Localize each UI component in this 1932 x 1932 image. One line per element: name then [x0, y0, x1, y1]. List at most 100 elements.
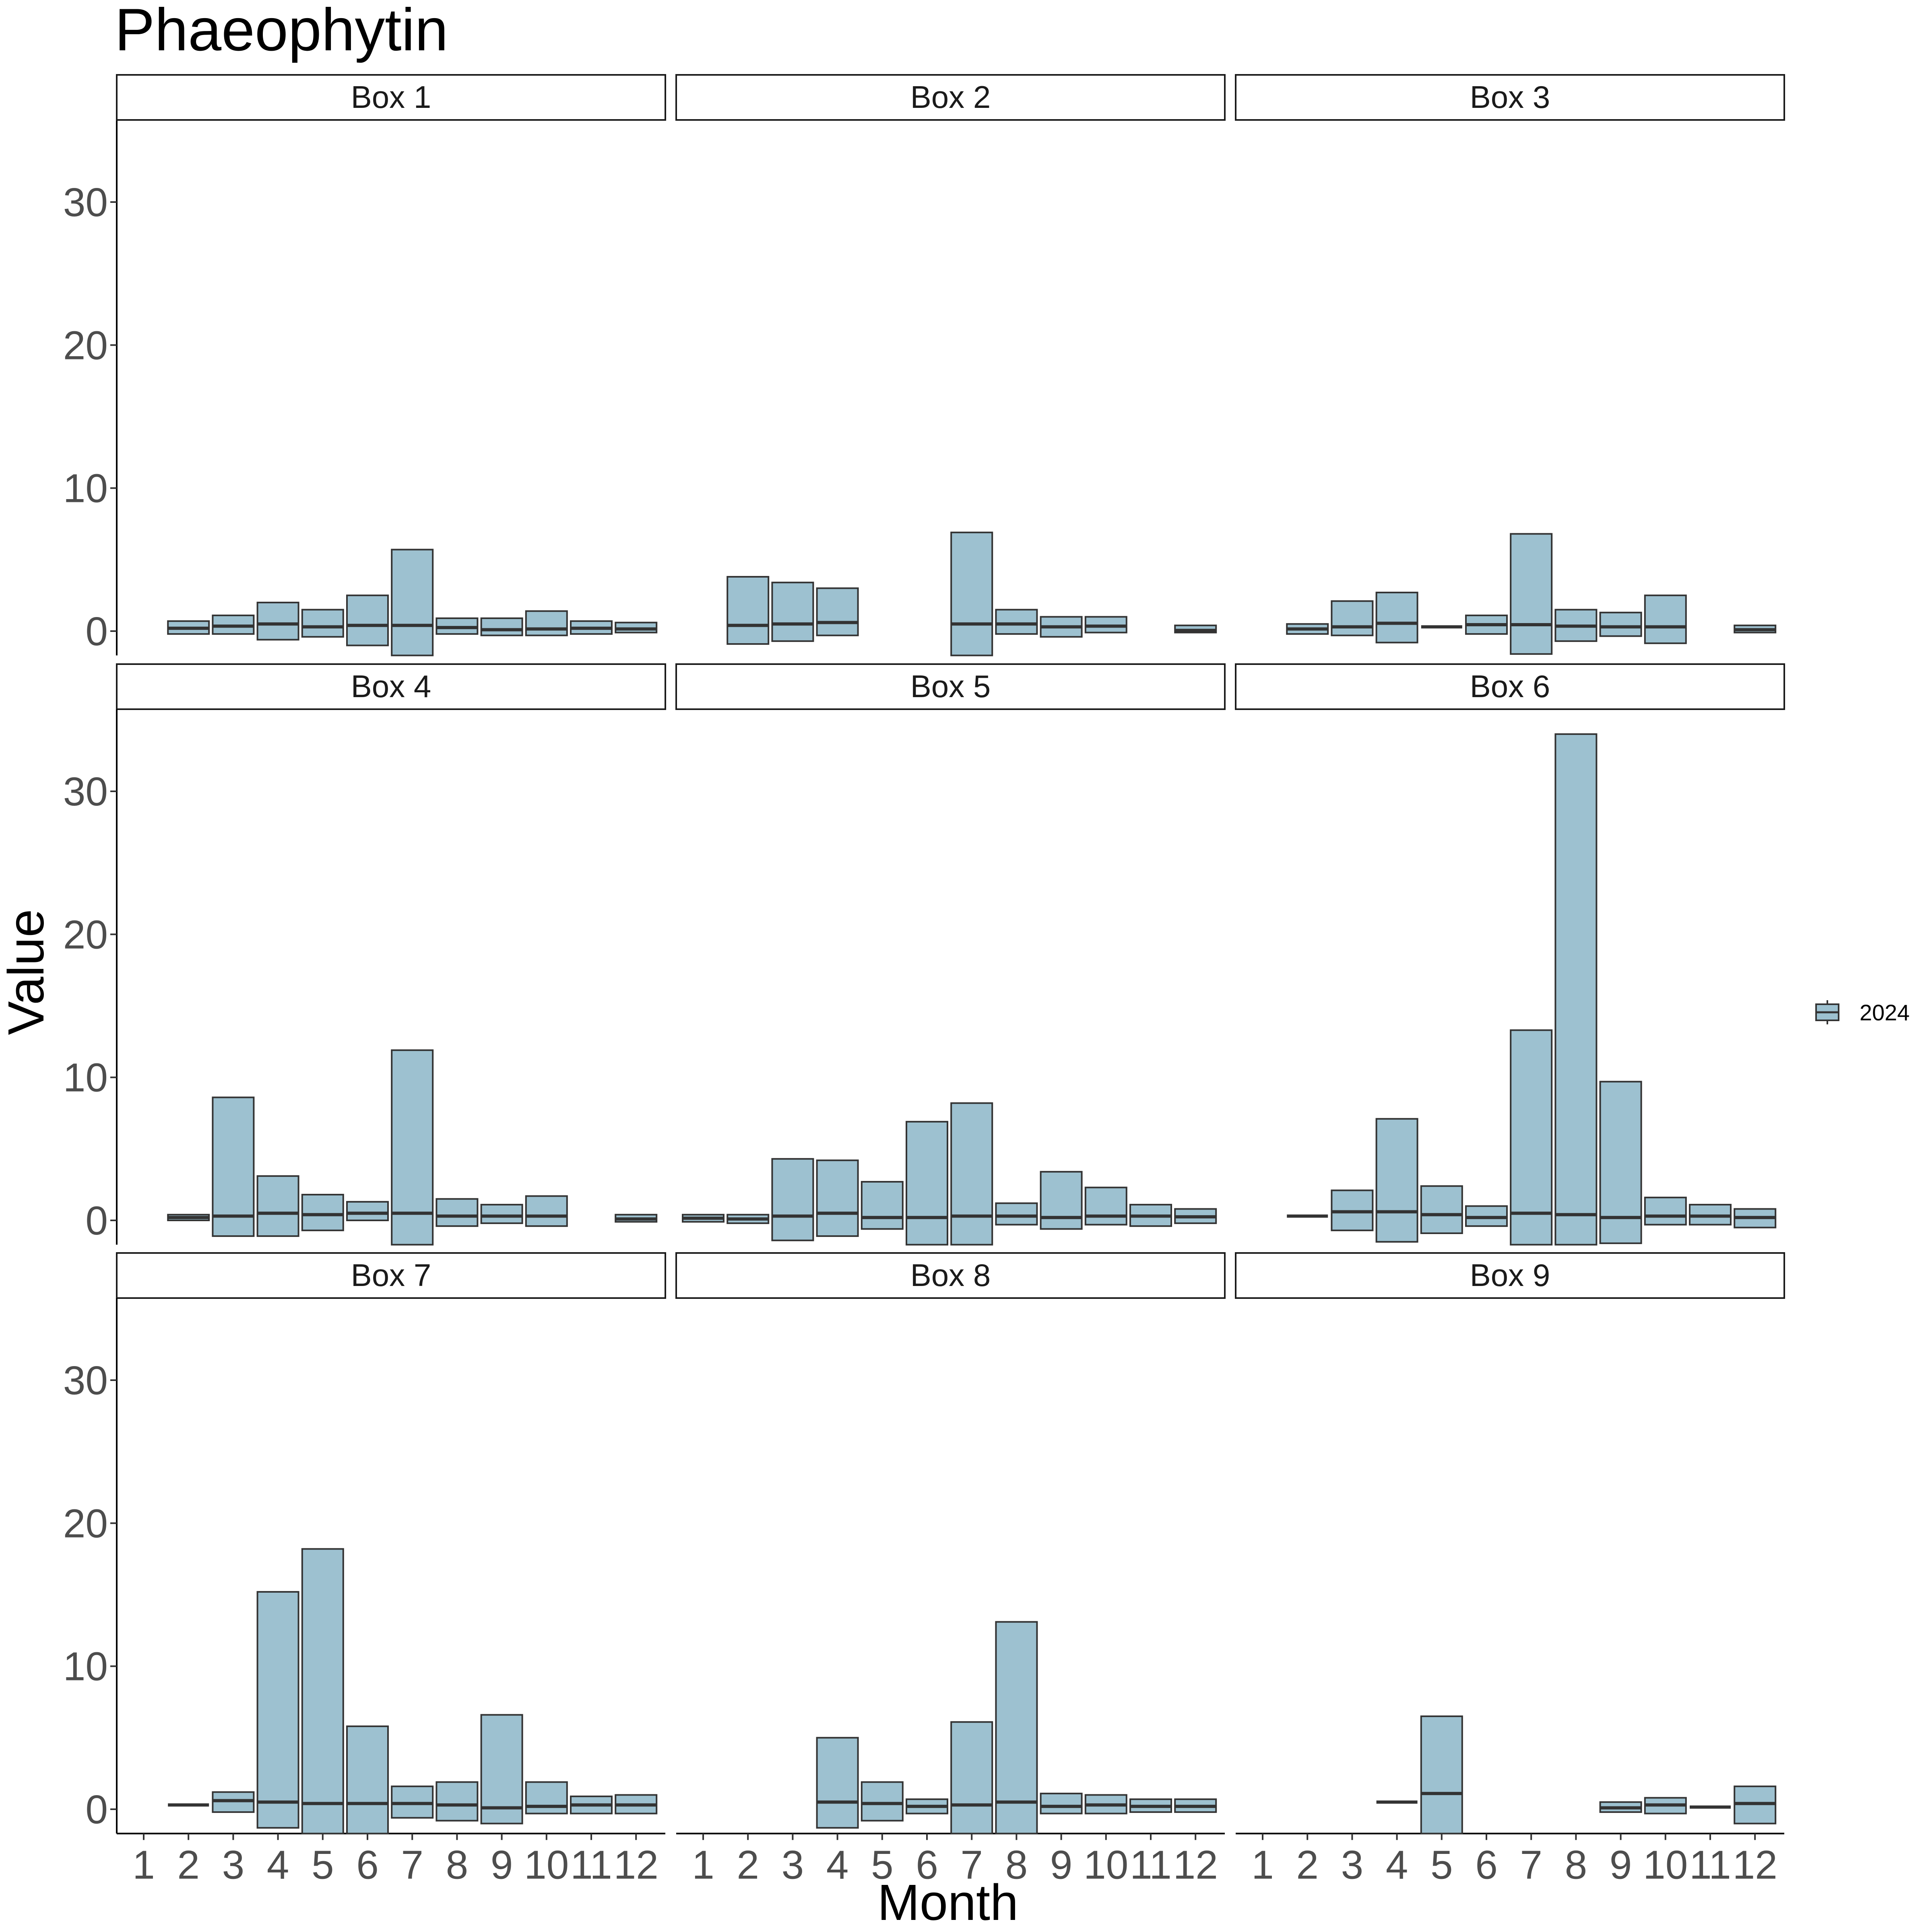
x-tick-label: 5 [871, 1842, 894, 1887]
box-month-8 [1554, 733, 1598, 1246]
y-axis-title: Value [0, 909, 54, 1035]
panel-strip [1235, 74, 1785, 121]
box-month-8 [436, 1198, 479, 1227]
box-month-5 [1420, 1185, 1463, 1234]
box-month-10 [1644, 1197, 1687, 1226]
panel-strip-label: Box 5 [910, 669, 991, 704]
box-month-10 [525, 1195, 568, 1227]
box-month-9 [480, 1203, 523, 1224]
y-tick-label: 30 [63, 1358, 108, 1403]
x-tick-label: 9 [1050, 1842, 1073, 1887]
box-month-6 [346, 1725, 389, 1835]
x-tick-label: 11 [570, 1842, 612, 1887]
x-axis-title: Month [877, 1874, 1018, 1931]
box-month-8 [436, 1781, 479, 1822]
box-month-5 [861, 1781, 904, 1822]
box-month-9 [480, 1714, 523, 1825]
x-tick-label: 2 [177, 1842, 200, 1887]
panel-6: Box 6 [1235, 663, 1785, 1246]
box-month-5 [1420, 1715, 1463, 1835]
x-tick-label: 7 [960, 1842, 983, 1887]
x-tick-label: 8 [1565, 1842, 1587, 1887]
x-tick-label: 1 [1251, 1842, 1274, 1887]
box-month-4 [256, 601, 299, 641]
x-tick-label: 2 [737, 1842, 759, 1887]
box-month-7 [1510, 1029, 1553, 1246]
box-month-4 [816, 587, 859, 636]
x-tick-label: 11 [1130, 1842, 1172, 1887]
panel-strip [116, 663, 666, 710]
box-month-4 [816, 1737, 859, 1829]
x-tick-label: 8 [446, 1842, 469, 1887]
box-month-7 [391, 549, 434, 656]
x-tick-label: 6 [356, 1842, 379, 1887]
legend-label-2024: 2024 [1860, 1000, 1910, 1025]
x-tick-label: 10 [1643, 1842, 1688, 1887]
box-month-9 [1040, 1792, 1083, 1814]
x-tick-label: 3 [222, 1842, 245, 1887]
box-month-5 [301, 609, 344, 638]
x-tick-label: 4 [267, 1842, 289, 1887]
box-month-10 [525, 1781, 568, 1814]
box-month-5 [861, 1181, 904, 1230]
panel-strip [116, 74, 666, 121]
x-tick-label: 4 [1386, 1842, 1408, 1887]
x-tick-label: 7 [1520, 1842, 1542, 1887]
panel-strip [1235, 663, 1785, 710]
chart-title: Phaeophytin [115, 0, 448, 63]
panel-strip [675, 1252, 1226, 1299]
panel-strip-label: Box 3 [1470, 79, 1550, 115]
panel-strip-label: Box 2 [910, 79, 991, 115]
box-month-4 [1375, 592, 1418, 644]
x-tick-label: 1 [692, 1842, 714, 1887]
x-tick-label: 9 [1610, 1842, 1632, 1887]
x-tick-label: 2 [1296, 1842, 1319, 1887]
panel-strip [1235, 1252, 1785, 1299]
box-month-4 [256, 1175, 299, 1237]
x-tick-label: 12 [614, 1842, 658, 1887]
panel-3: Box 3 [1235, 74, 1785, 655]
box-month-3 [212, 1096, 255, 1237]
panel-9: Box 91 2 3 4 5 6 7 8 9 10 11 12 [1235, 1252, 1785, 1887]
panel-strip-label: Box 6 [1470, 669, 1550, 704]
x-tick-label: 6 [916, 1842, 938, 1887]
panel-strip [675, 74, 1226, 121]
panel-strip [116, 1252, 666, 1299]
box-month-9 [1599, 611, 1642, 637]
box-month-7 [1510, 533, 1553, 655]
x-tick-label: 3 [782, 1842, 804, 1887]
panel-8: Box 81 2 3 4 5 6 7 8 9 10 11 12 [675, 1252, 1226, 1887]
box-month-2 [727, 576, 770, 645]
box-month-7 [391, 1049, 434, 1246]
x-tick-label: 4 [826, 1842, 849, 1887]
box-month-7 [950, 1102, 993, 1246]
x-tick-label: 12 [1733, 1842, 1777, 1887]
x-tick-label: 10 [1084, 1842, 1128, 1887]
box-month-8 [995, 1621, 1038, 1835]
panel-strip-label: Box 4 [351, 669, 431, 704]
panel-2: Box 2 [675, 74, 1226, 656]
box-month-10 [1644, 594, 1687, 644]
box-month-4 [256, 1591, 299, 1829]
x-tick-label: 9 [491, 1842, 513, 1887]
x-tick-label: 3 [1341, 1842, 1364, 1887]
x-tick-label: 11 [1689, 1842, 1731, 1887]
box-month-6 [346, 1201, 389, 1221]
box-month-5 [301, 1548, 344, 1835]
box-month-3 [771, 1158, 814, 1241]
y-tick-label: 30 [63, 180, 108, 225]
x-tick-label: 12 [1173, 1842, 1218, 1887]
x-tick-label: 10 [524, 1842, 569, 1887]
box-month-3 [1331, 600, 1374, 636]
box-month-8 [995, 609, 1038, 635]
box-month-4 [816, 1159, 859, 1237]
x-tick-label: 1 [132, 1842, 155, 1887]
y-tick-label: 30 [63, 769, 108, 814]
box-month-10 [525, 610, 568, 636]
legend: 2024 [1815, 1000, 1910, 1025]
panel-strip-label: Box 7 [351, 1257, 431, 1293]
box-month-8 [995, 1202, 1038, 1226]
y-tick-label: 0 [85, 1198, 108, 1243]
panel-4: Box 4 0 10 20 30 [63, 663, 666, 1246]
